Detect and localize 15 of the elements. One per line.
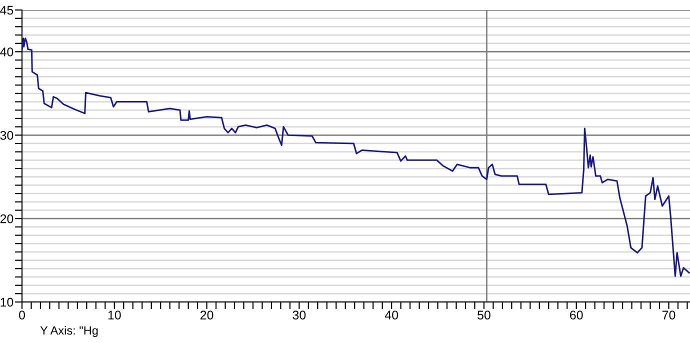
y-tick-label: 45	[0, 6, 14, 15]
y-tick-label: 10	[0, 298, 14, 307]
line-series	[22, 38, 690, 277]
x-tick-label: 70	[662, 310, 676, 320]
x-tick-label: 40	[384, 310, 398, 320]
text: Y Axis: "Hg	[40, 326, 98, 337]
y-tick-label: 40	[0, 48, 14, 56]
y-tick-label: 30	[0, 130, 14, 140]
x-tick-label: 60	[570, 310, 583, 320]
x-tick-label: 0	[19, 310, 25, 320]
x-tick-label: 10	[108, 310, 121, 320]
y-tick-label: 20	[0, 214, 14, 224]
x-tick-label: 30	[292, 310, 306, 320]
x-tick-label: 20	[200, 310, 214, 320]
x-tick-label: 50	[478, 310, 490, 320]
